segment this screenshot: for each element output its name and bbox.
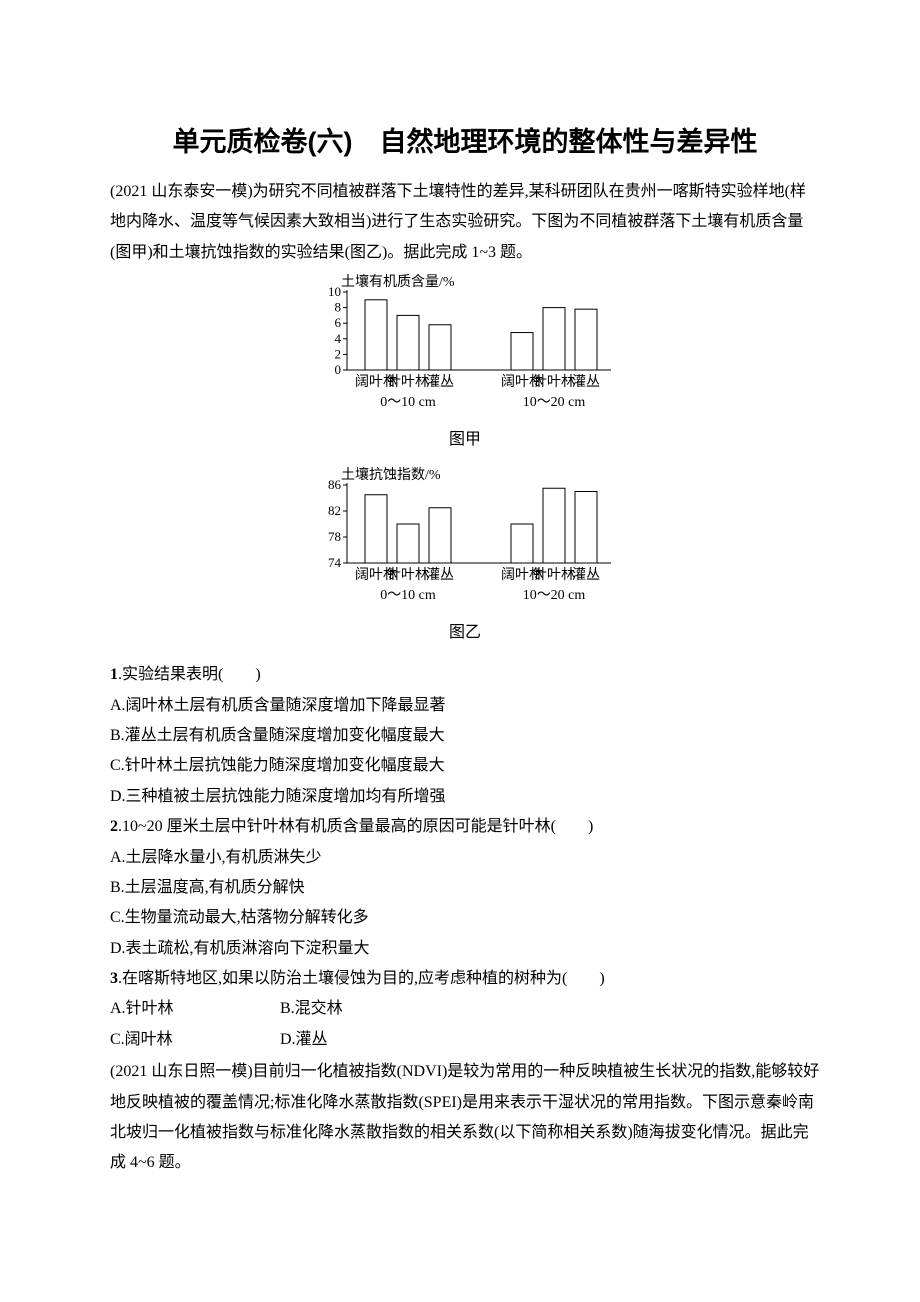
question-3-number: 3 (110, 970, 118, 987)
svg-text:针叶林: 针叶林 (533, 567, 575, 583)
svg-text:针叶林: 针叶林 (533, 374, 575, 390)
question-1-stem: .实验结果表明( ) (118, 666, 261, 683)
svg-text:86: 86 (328, 477, 342, 492)
option: B.土层温度高,有机质分解快 (110, 873, 820, 903)
svg-text:8: 8 (335, 300, 342, 315)
question-1: 1.实验结果表明( ) (110, 660, 820, 690)
option: A.土层降水量小,有机质淋失少 (110, 843, 820, 873)
question-2: 2.10~20 厘米土层中针叶林有机质含量最高的原因可能是针叶林( ) (110, 812, 820, 842)
intro-paragraph-2: (2021 山东日照一模)目前归一化植被指数(NDVI)是较为常用的一种反映植被… (110, 1057, 820, 1179)
svg-text:针叶林: 针叶林 (387, 374, 429, 390)
option: D.表土疏松,有机质淋溶向下淀积量大 (110, 934, 820, 964)
svg-text:土壤抗蚀指数/%: 土壤抗蚀指数/% (341, 467, 441, 483)
question-3-stem: .在喀斯特地区,如果以防治土壤侵蚀为目的,应考虑种植的树种为( ) (118, 970, 605, 987)
chart-1-caption: 图甲 (449, 425, 481, 449)
svg-text:灌丛: 灌丛 (572, 567, 600, 583)
svg-text:10～20 cm: 10～20 cm (523, 395, 586, 410)
svg-text:10: 10 (328, 284, 341, 299)
option: C.阔叶林 (110, 1025, 280, 1055)
question-2-options: A.土层降水量小,有机质淋失少 B.土层温度高,有机质分解快 C.生物量流动最大… (110, 843, 820, 965)
option: A.阔叶林土层有机质含量随深度增加下降最显著 (110, 691, 820, 721)
option: C.针叶林土层抗蚀能力随深度增加变化幅度最大 (110, 751, 820, 781)
svg-text:灌丛: 灌丛 (426, 374, 454, 390)
chart-2: 土壤抗蚀指数/%74788286阔叶林针叶林灌丛阔叶林针叶林灌丛0～10 cm1… (309, 467, 621, 612)
option: B.混交林 (280, 994, 450, 1024)
svg-text:6: 6 (335, 315, 342, 330)
question-2-stem: .10~20 厘米土层中针叶林有机质含量最高的原因可能是针叶林( ) (118, 818, 593, 835)
svg-text:土壤有机质含量/%: 土壤有机质含量/% (341, 274, 455, 290)
svg-text:82: 82 (328, 503, 341, 518)
svg-text:2: 2 (335, 347, 342, 362)
intro-paragraph-1: (2021 山东泰安一模)为研究不同植被群落下土壤特性的差异,某科研团队在贵州一… (110, 177, 820, 268)
svg-text:0～10 cm: 0～10 cm (380, 395, 436, 410)
chart-1-container: 土壤有机质含量/%0246810阔叶林针叶林灌丛阔叶林针叶林灌丛0～10 cm1… (110, 274, 820, 457)
chart-2-caption: 图乙 (449, 618, 481, 642)
page-title: 单元质检卷(六) 自然地理环境的整体性与差异性 (110, 120, 820, 159)
option: B.灌丛土层有机质含量随深度增加变化幅度最大 (110, 721, 820, 751)
svg-text:针叶林: 针叶林 (387, 567, 429, 583)
option: C.生物量流动最大,枯落物分解转化多 (110, 903, 820, 933)
question-1-options: A.阔叶林土层有机质含量随深度增加下降最显著 B.灌丛土层有机质含量随深度增加变… (110, 691, 820, 813)
option: D.灌丛 (280, 1025, 450, 1055)
question-3: 3.在喀斯特地区,如果以防治土壤侵蚀为目的,应考虑种植的树种为( ) (110, 964, 820, 994)
question-3-options: A.针叶林 B.混交林 C.阔叶林 D.灌丛 (110, 994, 820, 1055)
question-2-number: 2 (110, 818, 118, 835)
svg-text:74: 74 (328, 555, 342, 570)
svg-text:灌丛: 灌丛 (572, 374, 600, 390)
question-1-number: 1 (110, 666, 118, 683)
chart-1: 土壤有机质含量/%0246810阔叶林针叶林灌丛阔叶林针叶林灌丛0～10 cm1… (309, 274, 621, 419)
svg-text:0～10 cm: 0～10 cm (380, 588, 436, 603)
option: A.针叶林 (110, 994, 280, 1024)
svg-text:10～20 cm: 10～20 cm (523, 588, 586, 603)
chart-2-container: 土壤抗蚀指数/%74788286阔叶林针叶林灌丛阔叶林针叶林灌丛0～10 cm1… (110, 467, 820, 650)
svg-text:灌丛: 灌丛 (426, 567, 454, 583)
svg-text:78: 78 (328, 529, 341, 544)
svg-text:0: 0 (335, 362, 342, 377)
svg-text:4: 4 (335, 331, 342, 346)
option: D.三种植被土层抗蚀能力随深度增加均有所增强 (110, 782, 820, 812)
